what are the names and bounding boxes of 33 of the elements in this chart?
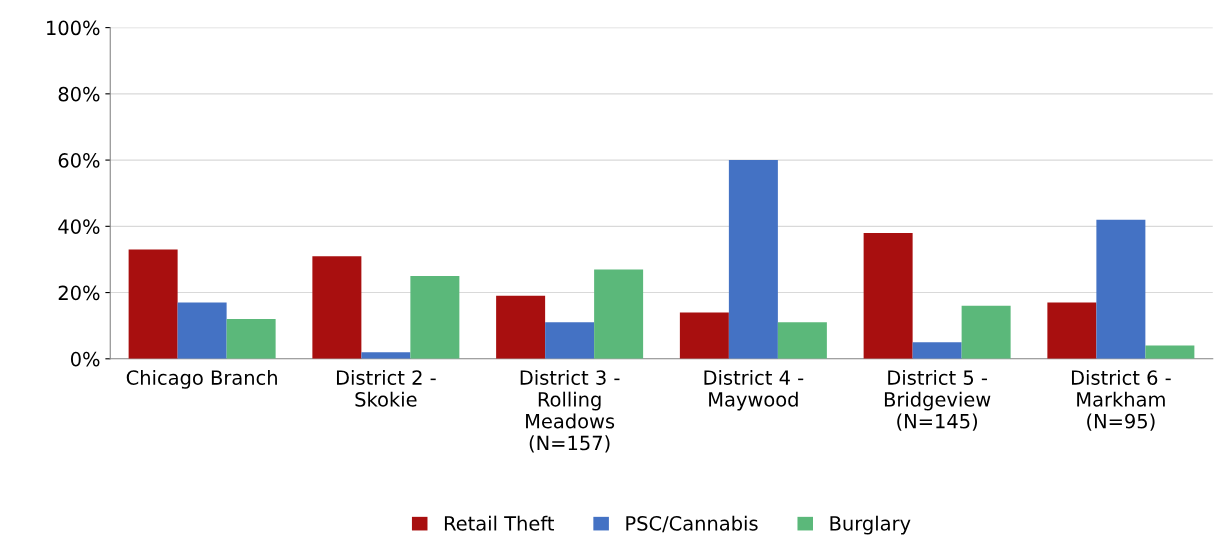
bar — [312, 256, 362, 359]
bar — [361, 352, 411, 359]
bar — [177, 302, 227, 359]
y-tick-label: 40% — [58, 219, 100, 234]
x-tick-label: District 2 - Skokie — [336, 369, 436, 407]
legend-label: Retail Theft — [444, 515, 554, 531]
y-tick-label: 60% — [58, 153, 100, 168]
bar — [863, 232, 913, 359]
bar — [679, 312, 729, 359]
x-tick-label: District 5 - Bridgeview (N=145) — [884, 369, 991, 431]
y-tick-label: 80% — [58, 86, 100, 102]
x-tick-label: Chicago Branch — [126, 369, 277, 389]
bar — [545, 322, 595, 359]
y-tick-label: 20% — [58, 285, 100, 301]
bar — [1145, 345, 1195, 359]
x-tick-label: District 6 - Markham (N=95) — [1071, 369, 1171, 431]
bar — [1096, 219, 1146, 359]
legend-label: Burglary — [830, 515, 911, 535]
bar — [1047, 302, 1097, 359]
bar — [777, 322, 827, 359]
bar — [961, 305, 1011, 359]
bar — [226, 319, 276, 359]
legend-label: PSC/Cannabis — [626, 515, 758, 533]
y-tick-label: 100% — [47, 20, 100, 36]
bar — [594, 269, 644, 359]
y-tick-label: 0% — [70, 351, 100, 367]
bar — [128, 249, 178, 359]
x-tick-label: District 4 - Maywood — [704, 369, 804, 411]
bar — [912, 342, 962, 359]
bar — [728, 160, 778, 359]
x-tick-label: District 3 - Rolling Meadows (N=157) — [520, 369, 620, 453]
bar — [410, 276, 460, 359]
bar — [496, 295, 546, 359]
